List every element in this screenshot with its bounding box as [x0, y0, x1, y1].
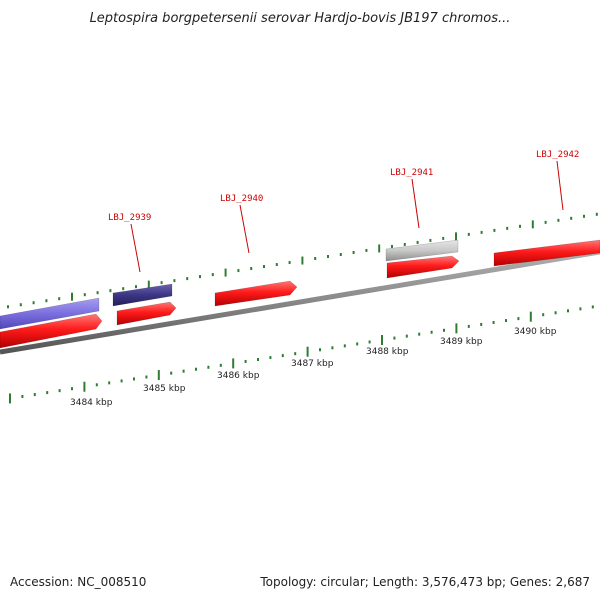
gene-lbj-2940[interactable] [214, 280, 298, 307]
accession-text: Accession: NC_008510 [10, 575, 146, 589]
feature-cds[interactable] [0, 313, 103, 349]
gene-leader-line [556, 160, 564, 211]
feature-misc[interactable] [112, 283, 173, 307]
gene-lbj-2942[interactable] [493, 239, 600, 267]
gene-leader-line [411, 178, 420, 229]
ruler-label: 3490 kbp [514, 327, 557, 337]
ruler-label: 3484 kbp [70, 398, 113, 408]
outer-tick-ring [7, 212, 598, 309]
genome-stats-text: Topology: circular; Length: 3,576,473 bp… [259, 575, 590, 589]
gene-label[interactable]: LBJ_2942 [536, 150, 579, 160]
gene-leader-line [239, 204, 250, 254]
ruler-label: 3485 kbp [143, 384, 186, 394]
feature-misc[interactable] [385, 239, 459, 262]
gene-label[interactable]: LBJ_2939 [108, 213, 151, 223]
ruler-label: 3489 kbp [440, 337, 483, 347]
gene-lbj-2939[interactable] [116, 301, 177, 326]
map-title: Leptospira borgpetersenii serovar Hardjo… [90, 11, 511, 26]
ruler-labels: 3484 kbp 3485 kbp 3486 kbp 3487 kbp 3488 kbp… [70, 327, 557, 408]
ruler-label: 3488 kbp [366, 347, 409, 357]
inner-tick-ring [9, 305, 594, 404]
backbone [0, 249, 600, 355]
gene-label[interactable]: LBJ_2941 [390, 168, 433, 178]
feature-track [0, 239, 600, 349]
feature-misc[interactable] [0, 297, 100, 330]
gene-leader-line [130, 223, 141, 273]
ruler-label: 3487 kbp [291, 359, 334, 369]
gene-labels: LBJ_2939 LBJ_2940 LBJ_2941 LBJ_2942 [108, 150, 579, 273]
gene-label[interactable]: LBJ_2940 [220, 194, 263, 204]
gene-lbj-2941[interactable] [386, 255, 460, 279]
ruler-label: 3486 kbp [217, 371, 260, 381]
